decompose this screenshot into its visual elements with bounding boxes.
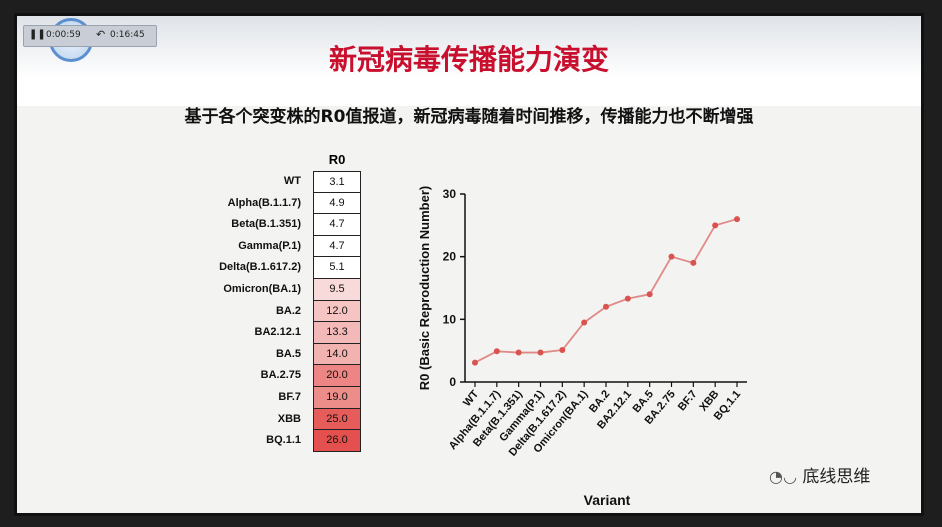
table-row-label: Delta(B.1.617.2) [219, 261, 301, 274]
slide-title: 新冠病毒传播能力演变 [328, 43, 609, 76]
data-point [690, 259, 697, 266]
table-row-label: Beta(B.1.351) [231, 218, 301, 231]
table-row-label: BF.7 [278, 391, 301, 403]
video-player-bar[interactable]: ❚❚ 0:00:59 ↶ 0:16:45 [23, 25, 157, 47]
table-cell-r0: 12.0 [313, 300, 361, 323]
table-row-label: BA.5 [275, 347, 301, 360]
x-tick-label: BF.7 [676, 388, 700, 413]
data-point [646, 291, 653, 298]
x-axis-title: Variant [584, 492, 631, 508]
table-row-label: BA.2.75 [260, 369, 301, 382]
r0-line-chart: 0102030WTAlpha(B.1.1.7)Beta(B.1.351)Gamm… [417, 186, 747, 508]
table-row-label: BA2.12.1 [254, 326, 301, 339]
y-tick-label: 10 [443, 312, 457, 326]
total-time: 0:16:45 [110, 30, 145, 40]
y-tick-label: 20 [443, 250, 457, 264]
table-row-label: Omicron(BA.1) [223, 283, 301, 295]
y-axis-title: R0 (Basic Reproduction Number) [417, 186, 432, 390]
data-point [559, 347, 566, 354]
slide-subtitle: 基于各个突变株的R0值报道，新冠病毒随着时间推移，传播能力也不断增强 [184, 107, 754, 127]
table-cell-r0: 9.5 [313, 279, 361, 301]
data-point [472, 359, 478, 366]
data-point [712, 222, 719, 229]
table-cell-r0: 5.1 [313, 257, 361, 279]
table-row-label: Gamma(P.1) [238, 239, 301, 252]
wechat-icon: ◔◡ [769, 467, 797, 486]
data-point [624, 295, 631, 302]
data-point [515, 349, 522, 356]
data-point [603, 303, 609, 310]
series-line [474, 218, 738, 364]
data-point [493, 348, 500, 355]
pause-icon[interactable]: ❚❚ [29, 29, 46, 40]
data-point [537, 349, 544, 356]
table-cell-r0: 19.0 [313, 387, 361, 409]
data-point [668, 253, 675, 260]
y-tick-label: 30 [443, 187, 457, 201]
table-cell-r0: 4.9 [313, 192, 361, 215]
table-cell-r0: 26.0 [313, 430, 361, 452]
table-cell-r0: 3.1 [313, 171, 361, 193]
data-point [734, 216, 740, 223]
table-cell-r0: 14.0 [313, 343, 361, 366]
data-point [581, 319, 588, 326]
current-time: 0:00:59 [46, 30, 81, 40]
table-row-label: BQ.1.1 [266, 434, 301, 447]
r0-table-header: R0 [328, 152, 346, 167]
table-row-label: WT [283, 175, 301, 187]
table-row-label: Alpha(B.1.1.7) [227, 196, 301, 209]
watermark-text: 底线思维 [802, 467, 871, 487]
y-tick-label: 0 [449, 375, 456, 389]
table-cell-r0: 4.7 [313, 235, 361, 258]
table-cell-r0: 20.0 [313, 365, 361, 387]
watermark: ◔◡ 底线思维 [769, 462, 870, 487]
table-row-label: BA.2 [275, 304, 301, 317]
table-cell-r0: 4.7 [313, 214, 361, 236]
slide: ❚❚ 0:00:59 ↶ 0:16:45 新冠病毒传播能力演变 基于各个突变株的… [14, 13, 924, 516]
table-row-label: XBB [277, 412, 301, 425]
table-cell-r0: 25.0 [313, 408, 361, 431]
slide-header-band [17, 16, 921, 106]
table-cell-r0: 13.3 [313, 322, 361, 344]
replay-icon[interactable]: ↶ [96, 28, 106, 41]
